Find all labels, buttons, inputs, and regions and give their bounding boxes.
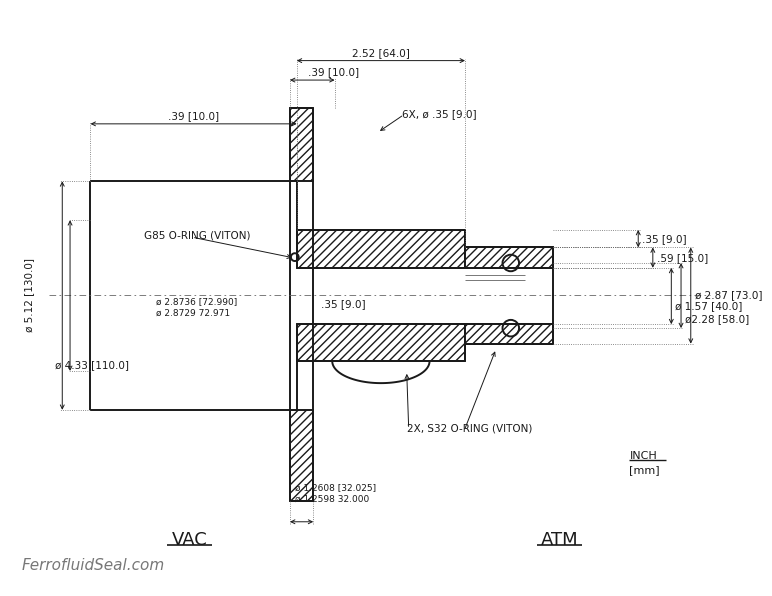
Text: [mm]: [mm] — [629, 465, 660, 475]
Text: .35 [9.0]: .35 [9.0] — [642, 234, 687, 244]
Text: ø 2.8736 [72.990]: ø 2.8736 [72.990] — [156, 297, 237, 306]
Text: .39 [10.0]: .39 [10.0] — [168, 111, 219, 121]
Text: ø 2.87 [73.0]: ø 2.87 [73.0] — [695, 291, 762, 300]
Text: ø 2.8729 72.971: ø 2.8729 72.971 — [156, 309, 230, 318]
Polygon shape — [290, 410, 313, 501]
Text: ø 4.33 [110.0]: ø 4.33 [110.0] — [56, 360, 130, 370]
Text: 2.52 [64.0]: 2.52 [64.0] — [352, 48, 410, 58]
Text: .39 [10.0]: .39 [10.0] — [308, 67, 359, 77]
Text: .35 [9.0]: .35 [9.0] — [321, 299, 366, 309]
Text: ø 1.2608 [32.025]: ø 1.2608 [32.025] — [295, 483, 376, 492]
Text: FerrofluidSeal.com: FerrofluidSeal.com — [22, 558, 164, 573]
Text: .59 [15.0]: .59 [15.0] — [657, 253, 708, 263]
Text: ø 5.12 [130.0]: ø 5.12 [130.0] — [24, 258, 34, 332]
Polygon shape — [290, 108, 313, 181]
Polygon shape — [296, 230, 465, 268]
Text: ATM: ATM — [540, 531, 578, 550]
Text: ø 1.57 [40.0]: ø 1.57 [40.0] — [676, 301, 743, 311]
Text: INCH: INCH — [629, 451, 657, 461]
Text: VAC: VAC — [172, 531, 208, 550]
Polygon shape — [296, 324, 465, 361]
Text: 6X, ø .35 [9.0]: 6X, ø .35 [9.0] — [401, 109, 476, 119]
Polygon shape — [465, 324, 553, 344]
Polygon shape — [465, 247, 553, 268]
Text: ø2.28 [58.0]: ø2.28 [58.0] — [685, 314, 749, 324]
Text: ø 1.2598 32.000: ø 1.2598 32.000 — [295, 495, 369, 504]
Text: G85 O-RING (VITON): G85 O-RING (VITON) — [144, 231, 250, 241]
Text: 2X, S32 O-RING (VITON): 2X, S32 O-RING (VITON) — [407, 423, 532, 433]
